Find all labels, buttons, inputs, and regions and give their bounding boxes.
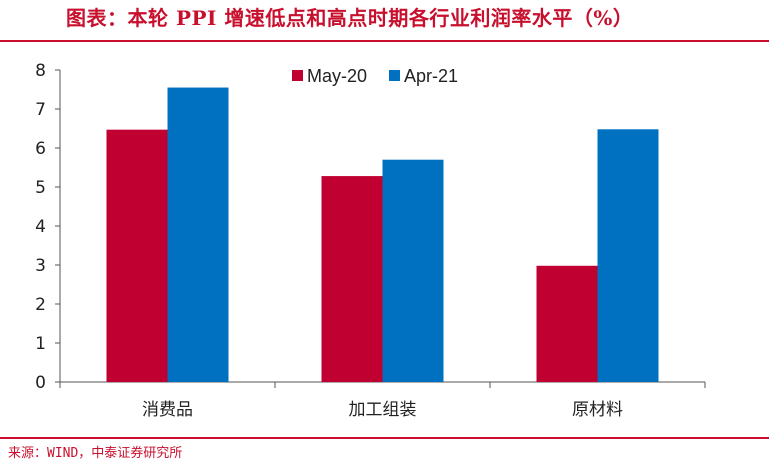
bar-may-20-1 — [106, 129, 168, 382]
x-category-label: 加工组装 — [349, 400, 417, 420]
bar-may-20-3 — [536, 265, 598, 382]
y-tick-label: 6 — [35, 139, 46, 159]
legend-label: Apr-21 — [404, 66, 458, 86]
legend-swatch — [389, 70, 400, 81]
y-tick-label: 5 — [35, 178, 46, 198]
y-tick-label: 8 — [35, 61, 46, 81]
chart-title: 图表：本轮 PPI 增速低点和高点时期各行业利润率水平（%） — [66, 6, 634, 30]
bar-may-20-2 — [321, 176, 383, 382]
source-divider — [0, 437, 769, 439]
y-tick-label: 3 — [35, 256, 46, 276]
y-tick-label: 2 — [35, 295, 46, 315]
legend-label: May-20 — [307, 66, 367, 86]
bar-apr-21-1 — [167, 87, 229, 383]
x-category-label: 消费品 — [142, 400, 193, 420]
bar-apr-21-2 — [382, 159, 444, 382]
title-divider — [0, 40, 769, 42]
legend-swatch — [292, 70, 303, 81]
y-tick-label: 7 — [35, 100, 46, 120]
x-category-label: 原材料 — [572, 400, 623, 420]
source-note: 来源：WIND，中泰证券研究所 — [8, 446, 183, 461]
bar-chart: 0 1 2 3 4 5 6 7 8 消费品 加工组装 原材料 May-20 Apr-21 — [35, 61, 706, 420]
y-tick-label: 4 — [35, 217, 46, 237]
y-tick-label: 0 — [35, 373, 46, 393]
bar-apr-21-3 — [597, 129, 659, 382]
y-tick-label: 1 — [35, 334, 46, 354]
